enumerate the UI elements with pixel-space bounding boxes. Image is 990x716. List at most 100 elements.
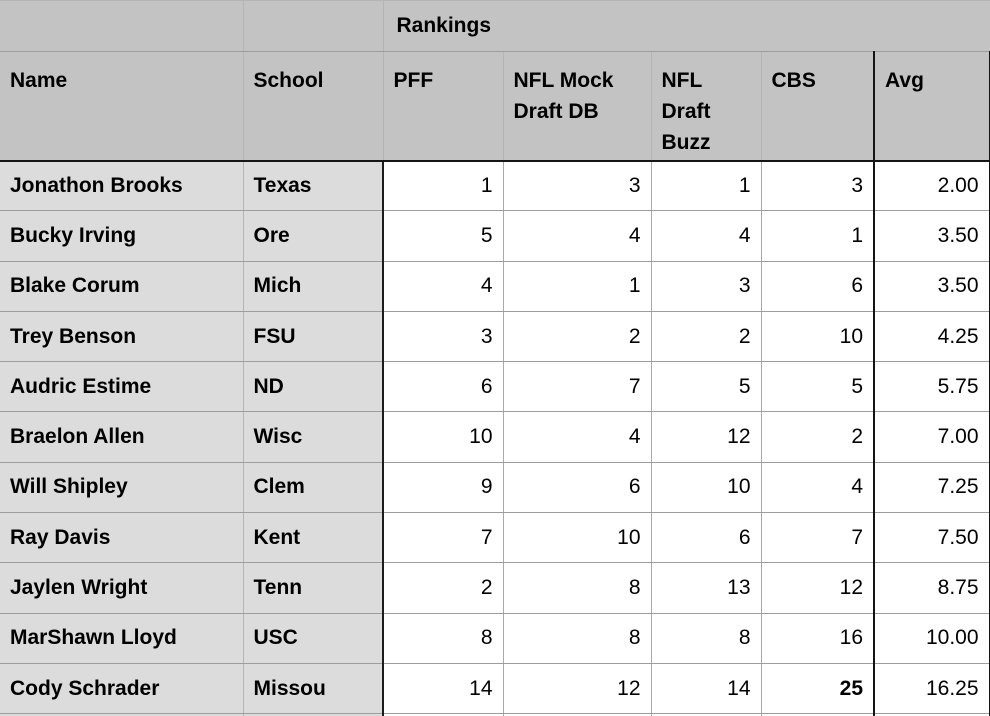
cell-school[interactable]: Clem	[243, 462, 384, 514]
table-row: Cody Schrader Missou 14 12 14 25 16.25	[0, 663, 990, 715]
cell-mock-draft-db-rank[interactable]: 12	[503, 663, 652, 715]
cell-draft-buzz-rank[interactable]: 2	[651, 311, 762, 363]
cell-cbs-rank[interactable]: 16	[761, 613, 875, 664]
col-header-school[interactable]: School	[243, 51, 384, 162]
cell-pff-rank[interactable]: 10	[382, 411, 504, 463]
col-header-draft-buzz[interactable]: NFL Draft Buzz	[651, 51, 762, 162]
cell-player-name[interactable]: MarShawn Lloyd	[0, 613, 244, 664]
cell-pff-rank	[382, 713, 504, 716]
blank-header-cell[interactable]	[0, 0, 244, 52]
cell-avg-rank[interactable]: 16.25	[872, 663, 990, 715]
cell-mock-draft-db-rank[interactable]: 4	[503, 210, 652, 262]
cell-player-name[interactable]: Bucky Irving	[0, 210, 244, 262]
cell-avg-rank[interactable]: 8.75	[872, 562, 990, 614]
cell-avg-rank[interactable]: 3.50	[872, 210, 990, 262]
cell-school[interactable]: Missou	[243, 663, 384, 715]
cell-mock-draft-db-rank	[503, 713, 652, 716]
cell-avg-rank[interactable]: 5.75	[872, 361, 990, 413]
cell-cbs-rank[interactable]: 5	[761, 361, 875, 413]
col-header-avg[interactable]: Avg	[872, 51, 990, 162]
cell-school[interactable]: FSU	[243, 311, 384, 363]
partial-row-cutoff	[0, 713, 990, 716]
cell-player-name[interactable]: Cody Schrader	[0, 663, 244, 715]
cell-cbs-rank[interactable]: 3	[761, 160, 875, 212]
cell-avg-rank[interactable]: 7.00	[872, 411, 990, 463]
cell-avg-rank[interactable]: 3.50	[872, 261, 990, 312]
cell-pff-rank[interactable]: 14	[382, 663, 504, 715]
cell-draft-buzz-rank[interactable]: 14	[651, 663, 762, 715]
table-row: Braelon Allen Wisc 10 4 12 2 7.00	[0, 411, 990, 463]
cell-cbs-rank[interactable]: 6	[761, 261, 875, 312]
cell-draft-buzz-rank[interactable]: 5	[651, 361, 762, 413]
cell-pff-rank[interactable]: 8	[382, 613, 504, 664]
cell-draft-buzz-rank[interactable]: 1	[651, 160, 762, 212]
cell-pff-rank[interactable]: 2	[382, 562, 504, 614]
table-row: Will Shipley Clem 9 6 10 4 7.25	[0, 462, 990, 514]
rankings-group-header[interactable]: Rankings	[383, 0, 990, 52]
cell-mock-draft-db-rank[interactable]: 7	[503, 361, 652, 413]
cell-school[interactable]: ND	[243, 361, 384, 413]
table-row: MarShawn Lloyd USC 8 8 8 16 10.00	[0, 613, 990, 664]
cell-school[interactable]: USC	[243, 613, 384, 664]
cell-pff-rank[interactable]: 6	[382, 361, 504, 413]
cell-mock-draft-db-rank[interactable]: 2	[503, 311, 652, 363]
cell-mock-draft-db-rank[interactable]: 10	[503, 512, 652, 564]
cell-player-name[interactable]: Ray Davis	[0, 512, 244, 564]
cell-cbs-rank[interactable]: 25	[761, 663, 875, 715]
cell-mock-draft-db-rank[interactable]: 8	[503, 613, 652, 664]
cell-pff-rank[interactable]: 5	[382, 210, 504, 262]
cell-draft-buzz-rank[interactable]: 12	[651, 411, 762, 463]
cell-draft-buzz-rank[interactable]: 13	[651, 562, 762, 614]
cell-cbs-rank[interactable]: 7	[761, 512, 875, 564]
cell-school[interactable]: Wisc	[243, 411, 384, 463]
cell-player-name[interactable]: Will Shipley	[0, 462, 244, 514]
cell-cbs-rank[interactable]: 4	[761, 462, 875, 514]
cell-cbs-rank[interactable]: 10	[761, 311, 875, 363]
cell-pff-rank[interactable]: 9	[382, 462, 504, 514]
cell-school[interactable]: Texas	[243, 160, 384, 212]
cell-cbs-rank[interactable]: 2	[761, 411, 875, 463]
col-header-cbs[interactable]: CBS	[761, 51, 875, 162]
cell-draft-buzz-rank[interactable]: 3	[651, 261, 762, 312]
table-row: Jonathon Brooks Texas 1 3 1 3 2.00	[0, 160, 990, 212]
cell-mock-draft-db-rank[interactable]: 4	[503, 411, 652, 463]
cell-player-name[interactable]: Trey Benson	[0, 311, 244, 363]
table-row: Bucky Irving Ore 5 4 4 1 3.50	[0, 210, 990, 262]
cell-pff-rank[interactable]: 4	[382, 261, 504, 312]
cell-player-name[interactable]: Jaylen Wright	[0, 562, 244, 614]
cell-draft-buzz-rank[interactable]: 6	[651, 512, 762, 564]
cell-cbs-rank[interactable]: 12	[761, 562, 875, 614]
cell-avg-rank[interactable]: 4.25	[872, 311, 990, 363]
cell-avg-rank[interactable]: 10.00	[872, 613, 990, 664]
cell-school[interactable]: Kent	[243, 512, 384, 564]
table-row: Blake Corum Mich 4 1 3 6 3.50	[0, 261, 990, 312]
cell-draft-buzz-rank[interactable]: 4	[651, 210, 762, 262]
cell-player-name[interactable]: Braelon Allen	[0, 411, 244, 463]
cell-draft-buzz-rank[interactable]: 10	[651, 462, 762, 514]
column-header-row: Name School PFF NFL Mock Draft DB NFL Dr…	[0, 51, 990, 162]
cell-player-name	[0, 713, 244, 716]
cell-pff-rank[interactable]: 7	[382, 512, 504, 564]
cell-player-name[interactable]: Audric Estime	[0, 361, 244, 413]
cell-avg-rank[interactable]: 7.50	[872, 512, 990, 564]
cell-player-name[interactable]: Jonathon Brooks	[0, 160, 244, 212]
cell-avg-rank[interactable]: 2.00	[872, 160, 990, 212]
cell-mock-draft-db-rank[interactable]: 3	[503, 160, 652, 212]
cell-mock-draft-db-rank[interactable]: 1	[503, 261, 652, 312]
cell-pff-rank[interactable]: 1	[382, 160, 504, 212]
col-header-pff[interactable]: PFF	[383, 51, 504, 162]
cell-mock-draft-db-rank[interactable]: 8	[503, 562, 652, 614]
blank-header-cell[interactable]	[243, 0, 384, 52]
col-header-name[interactable]: Name	[0, 51, 244, 162]
cell-school[interactable]: Mich	[243, 261, 384, 312]
cell-mock-draft-db-rank[interactable]: 6	[503, 462, 652, 514]
cell-avg-rank[interactable]: 7.25	[872, 462, 990, 514]
cell-school[interactable]: Ore	[243, 210, 384, 262]
cell-pff-rank[interactable]: 3	[382, 311, 504, 363]
cell-school[interactable]: Tenn	[243, 562, 384, 614]
cell-player-name[interactable]: Blake Corum	[0, 261, 244, 312]
cell-draft-buzz-rank[interactable]: 8	[651, 613, 762, 664]
cell-cbs-rank[interactable]: 1	[761, 210, 875, 262]
col-header-mock-draft-db[interactable]: NFL Mock Draft DB	[503, 51, 652, 162]
